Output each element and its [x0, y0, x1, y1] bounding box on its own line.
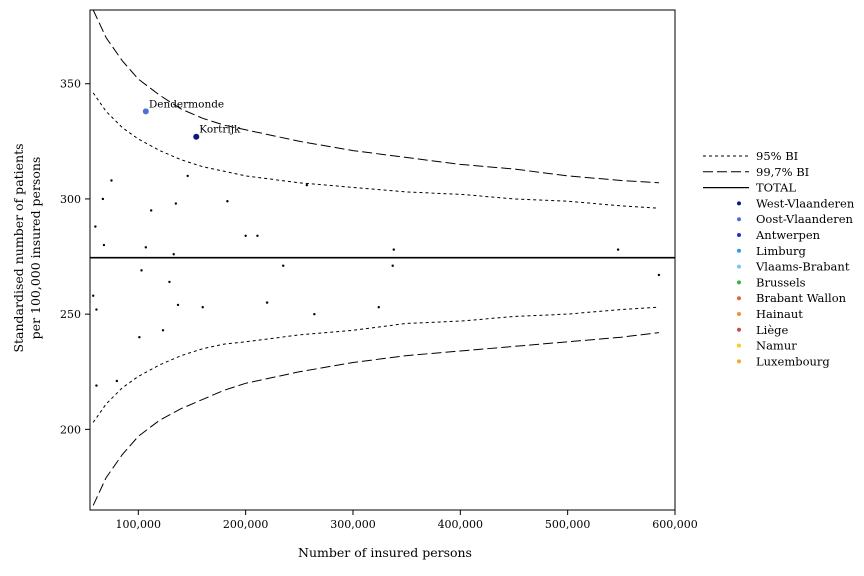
y-tick-label: 250: [60, 308, 81, 321]
data-point: [391, 264, 394, 267]
legend-label: TOTAL: [756, 181, 796, 195]
x-axis-title: Number of insured persons: [298, 545, 472, 560]
data-point: [92, 294, 95, 297]
data-point: [138, 335, 141, 339]
legend-label: West-Vlaanderen: [756, 196, 855, 210]
legend-dot-swatch: [737, 312, 741, 316]
y-axis: 200 250 300 350: [60, 78, 90, 436]
legend-dot-swatch: [737, 296, 741, 301]
x-tick-label: 400,000: [438, 518, 484, 531]
legend-dot-swatch: [737, 327, 741, 332]
data-point: [201, 306, 204, 309]
data-point: [193, 133, 200, 140]
y-axis-title-line-1: Standardised number of patients: [11, 143, 26, 352]
data-point: [140, 269, 143, 272]
legend-label: Namur: [756, 339, 797, 353]
data-point: [161, 329, 165, 332]
y-tick-label: 200: [60, 423, 81, 436]
data-point: [616, 248, 620, 251]
legend-label: Oost-Vlaanderen: [756, 212, 853, 226]
legend-dot-swatch: [737, 217, 741, 222]
ci-95-lower-line: [92, 306, 659, 423]
legend-label: Vlaams-Brabant: [755, 260, 850, 274]
point-annotation: Dendermonde: [149, 98, 224, 110]
legend-label: Brussels: [756, 275, 806, 289]
legend-dot-swatch: [737, 359, 741, 364]
data-point: [149, 209, 153, 212]
legend-dot-swatch: [737, 280, 741, 285]
data-point: [95, 308, 98, 311]
data-point: [282, 264, 285, 267]
legend-label: Hainaut: [756, 307, 803, 321]
legend-label: Liège: [756, 323, 788, 337]
data-point: [174, 202, 178, 205]
data-point: [110, 179, 113, 182]
x-tick-label: 200,000: [223, 518, 269, 531]
x-tick-label: 100,000: [116, 518, 162, 531]
point-annotation: Kortrijk: [199, 124, 241, 136]
legend-label: 99,7% BI: [756, 165, 809, 179]
legend-label: Brabant Wallon: [756, 291, 847, 305]
ci-997-lower-line: [92, 332, 659, 506]
plot-frame: [89, 9, 676, 511]
data-point: [102, 243, 106, 247]
data-point: [265, 301, 269, 304]
x-axis: 100,000 200,000 300,000 400,000 500,000 600,0…: [116, 510, 698, 531]
legend-label: 95% BI: [756, 149, 798, 163]
x-tick-label: 300,000: [330, 518, 376, 531]
data-point: [305, 183, 309, 187]
legend-dot-swatch: [737, 248, 741, 253]
data-point: [226, 200, 229, 203]
y-axis-title-line-2: per 100,000 insured persons: [28, 157, 43, 340]
y-tick-label: 300: [60, 193, 81, 206]
data-point: [256, 234, 259, 238]
data-point: [186, 174, 189, 178]
data-point: [392, 248, 395, 251]
data-point: [94, 225, 97, 228]
data-point: [244, 234, 247, 238]
data-point: [144, 246, 148, 249]
data-point: [176, 303, 180, 307]
legend-dot-swatch: [737, 201, 741, 206]
data-point: [377, 306, 380, 309]
x-tick-label: 500,000: [545, 518, 591, 531]
data-point: [142, 108, 149, 115]
data-point: [101, 197, 105, 201]
legend-dot-swatch: [737, 264, 741, 269]
legend-label: Luxembourg: [756, 354, 830, 368]
legend-label: Antwerpen: [755, 228, 821, 242]
data-point: [172, 253, 175, 256]
plot-layer: Dendermonde Kortrijk: [90, 9, 675, 506]
legend-dot-swatch: [737, 233, 741, 237]
data-point: [168, 280, 171, 284]
data-point: [115, 379, 119, 383]
x-tick-label: 600,000: [652, 518, 698, 531]
data-point: [313, 312, 316, 316]
ci-997-upper-line: [92, 9, 659, 184]
legend-dot-swatch: [737, 343, 741, 348]
y-tick-label: 350: [60, 78, 81, 91]
legend-label: Limburg: [756, 244, 806, 258]
data-point: [657, 273, 661, 277]
data-point: [95, 384, 98, 387]
